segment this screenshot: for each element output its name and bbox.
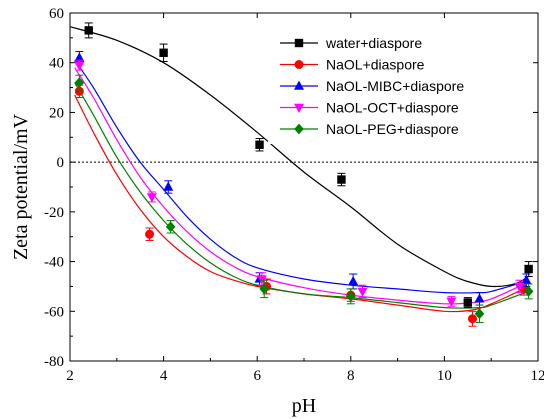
data-point [467, 314, 477, 324]
fit-curve [69, 26, 529, 288]
data-point [463, 298, 472, 307]
y-tick-label: 60 [49, 6, 64, 22]
data-point [163, 181, 174, 191]
data-point [145, 229, 155, 239]
data-point [514, 282, 525, 292]
data-point [474, 308, 485, 320]
data-point [74, 86, 84, 96]
data-point [74, 61, 85, 71]
legend: water+diaspore NaOL+diaspore NaOL-MIBC+dia… [268, 28, 530, 144]
x-tick-label: 2 [66, 368, 74, 384]
data-point [74, 77, 85, 88]
x-tick-label: 10 [437, 368, 452, 384]
data-point [337, 175, 346, 184]
y-tick-label: 40 [49, 56, 64, 72]
x-axis-title: pH [292, 395, 316, 417]
legend-marker [294, 103, 304, 113]
y-tick-label: 20 [49, 105, 64, 121]
data-point [521, 274, 532, 284]
y-tick-label: -40 [44, 255, 64, 271]
y-tick-label: -20 [44, 205, 64, 221]
x-tick-label: 12 [531, 368, 544, 384]
legend-label: NaOL+diaspore [326, 57, 425, 73]
legend-label: water+diaspore [325, 35, 422, 51]
data-point [255, 140, 264, 149]
y-tick-label: 0 [57, 155, 65, 171]
y-tick-label: -80 [44, 354, 64, 370]
data-point [357, 287, 368, 297]
data-point [346, 290, 356, 302]
data-points [74, 22, 534, 327]
legend-label: NaOL-PEG+diaspore [326, 121, 459, 137]
x-tick-label: 6 [253, 368, 261, 384]
legend-label: NaOL-MIBC+diaspore [326, 78, 464, 94]
data-point [524, 264, 533, 274]
data-point [474, 293, 485, 303]
x-tick-label: 8 [347, 368, 355, 384]
data-point [446, 297, 457, 307]
y-tick-label: -60 [44, 304, 64, 320]
legend-label: NaOL-OCT+diaspore [326, 100, 459, 116]
data-point [74, 52, 85, 62]
x-tick-label: 4 [160, 368, 168, 384]
axis-ticks: 2 4 6 8 10 12 -80 -60 -40 -20 0 20 40 60 [44, 6, 544, 384]
data-point [84, 26, 93, 35]
data-point [259, 283, 270, 295]
legend-marker [294, 123, 304, 135]
fit-curve [74, 67, 520, 305]
legend-marker [294, 38, 304, 48]
data-point [523, 286, 534, 297]
data-point [348, 275, 359, 286]
legend-marker [294, 80, 304, 90]
fit-curve [74, 59, 527, 294]
data-point [165, 221, 176, 233]
data-point [146, 193, 157, 203]
data-point [159, 48, 168, 57]
fit-curve [74, 94, 525, 313]
y-axis-title: Zeta potential/mV [10, 113, 32, 260]
legend-marker [294, 60, 304, 69]
